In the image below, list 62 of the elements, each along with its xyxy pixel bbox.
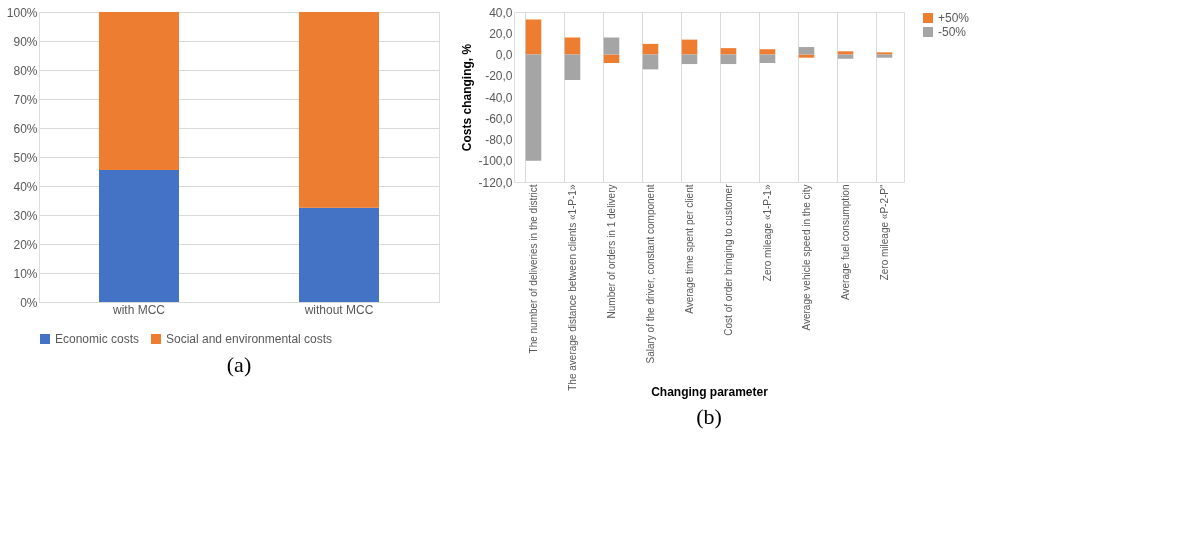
x-tick-label: Average vehicle speed in the city xyxy=(800,184,812,331)
legend-label: Social and environmental costs xyxy=(166,332,333,346)
y-tick-label: 100% xyxy=(6,5,38,20)
y-tick-label: 90% xyxy=(13,34,38,49)
bar xyxy=(603,54,620,63)
y-tick-label: 80% xyxy=(13,63,38,78)
x-tick-label: Average fuel consumption xyxy=(839,184,851,300)
y-tick-label: -40,0 xyxy=(485,90,513,105)
y-tick-label: 10% xyxy=(13,266,38,281)
y-tick-label: 40% xyxy=(13,179,38,194)
y-axis-title: Costs changing, % xyxy=(460,43,475,152)
x-tick-label: without MCC xyxy=(303,302,374,317)
legend-label: +50% xyxy=(938,11,970,25)
bar xyxy=(299,12,379,208)
y-tick-label: 0% xyxy=(20,295,38,310)
bar xyxy=(525,19,542,55)
y-tick-label: -60,0 xyxy=(485,111,513,126)
y-tick-label: 40,0 xyxy=(489,5,513,20)
bar xyxy=(603,37,620,55)
x-tick-label: Average time spent per client xyxy=(683,184,695,314)
bar xyxy=(759,49,776,55)
bar xyxy=(525,54,542,161)
y-tick-label: 50% xyxy=(13,150,38,165)
x-axis-title: Changing parameter xyxy=(651,384,769,399)
legend-label: -50% xyxy=(938,25,967,39)
x-tick-label: Number of orders in 1 delivery xyxy=(605,184,617,319)
bar xyxy=(681,54,698,65)
x-tick-label: Cost of order bringing to customer xyxy=(722,183,734,336)
y-tick-label: -20,0 xyxy=(485,69,513,84)
bar xyxy=(642,54,659,70)
bar xyxy=(99,170,179,302)
bar xyxy=(564,54,581,80)
bar xyxy=(299,207,379,302)
x-tick-label: with MCC xyxy=(111,302,166,317)
bar xyxy=(759,54,776,63)
x-tick-label: The number of deliveries in the district xyxy=(527,184,539,354)
y-tick-label: 20,0 xyxy=(489,26,513,41)
text: (b) xyxy=(696,404,722,429)
y-tick-label: 60% xyxy=(13,121,38,136)
bar xyxy=(837,54,854,59)
y-tick-label: -100,0 xyxy=(478,154,513,169)
y-tick-label: 30% xyxy=(13,208,38,223)
bar xyxy=(642,43,659,55)
legend-label: Economic costs xyxy=(55,332,140,346)
x-tick-label: Zero mileage «1-P-1» xyxy=(761,184,773,282)
y-tick-label: 70% xyxy=(13,92,38,107)
y-tick-label: 0,0 xyxy=(495,48,513,62)
bar xyxy=(564,37,581,55)
y-tick-label: -120,0 xyxy=(478,175,513,190)
x-tick-label: The average distance between clients «1-P-1» xyxy=(566,184,578,391)
bar xyxy=(720,54,737,65)
y-tick-label: -80,0 xyxy=(485,133,513,147)
x-tick-label: Salary of the driver, constant component xyxy=(644,184,656,364)
y-tick-label: 20% xyxy=(13,237,38,252)
x-tick-label: Zero mileage «P-2-P" xyxy=(878,184,890,281)
bar xyxy=(99,12,179,171)
bar xyxy=(798,54,815,58)
bar xyxy=(681,39,698,55)
text: (a) xyxy=(226,352,252,377)
bar xyxy=(798,47,815,55)
bar xyxy=(720,48,737,55)
bar xyxy=(837,51,854,55)
